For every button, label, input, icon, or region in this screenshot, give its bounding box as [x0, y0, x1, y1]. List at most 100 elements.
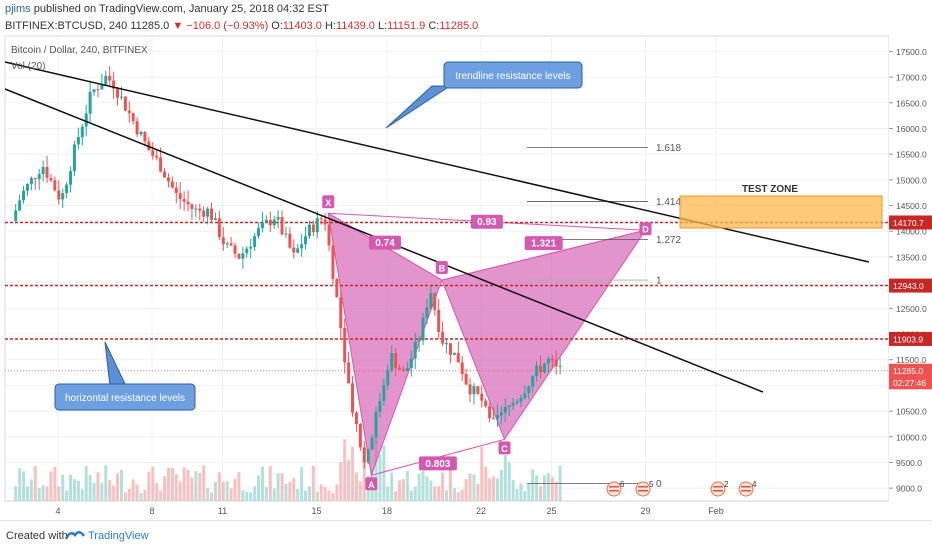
candle[interactable] [484, 398, 488, 409]
candle[interactable] [452, 352, 456, 356]
candlestick-chart[interactable]: 1.618 1.414 1.272 1 0 X A B C D 0.74 0.93 1.321 0.8… [0, 0, 932, 520]
candle[interactable] [182, 191, 186, 211]
candle[interactable] [170, 176, 174, 189]
candle[interactable] [398, 364, 402, 370]
candle[interactable] [245, 246, 249, 258]
candle[interactable] [511, 397, 515, 410]
candle[interactable] [523, 385, 527, 400]
candle[interactable] [139, 130, 143, 137]
horizontal-callout[interactable]: horizontal resistance levels [54, 341, 196, 411]
candle[interactable] [18, 194, 22, 212]
candle[interactable] [378, 392, 382, 418]
candle[interactable] [14, 204, 18, 223]
candle[interactable] [425, 298, 429, 325]
candle[interactable] [280, 210, 284, 236]
candle[interactable] [335, 277, 339, 299]
candle[interactable] [421, 312, 425, 345]
candle[interactable] [296, 243, 300, 254]
candle[interactable] [370, 433, 374, 451]
candle[interactable] [307, 220, 311, 240]
candle[interactable] [351, 376, 355, 417]
candle[interactable] [468, 378, 472, 403]
us-event-flag-icon[interactable]: 4 [738, 480, 757, 497]
candle[interactable] [268, 211, 272, 232]
trendline-callout[interactable]: trendline resistance levels [385, 61, 583, 129]
candle[interactable] [108, 66, 112, 88]
candle[interactable] [374, 406, 378, 444]
candle[interactable] [433, 292, 437, 316]
candle[interactable] [284, 226, 288, 239]
candle[interactable] [210, 202, 214, 224]
candle[interactable] [57, 180, 61, 205]
candle[interactable] [166, 173, 170, 188]
economic-events[interactable]: 6 5 2 4 [606, 480, 757, 497]
candle[interactable] [539, 355, 543, 379]
candle[interactable] [315, 211, 319, 239]
candle[interactable] [53, 176, 57, 192]
candle[interactable] [554, 350, 558, 375]
candle[interactable] [198, 203, 202, 221]
candle[interactable] [88, 82, 92, 123]
candle[interactable] [260, 211, 264, 233]
candle[interactable] [174, 181, 178, 204]
candle[interactable] [292, 239, 296, 259]
candle[interactable] [202, 206, 206, 222]
candle[interactable] [480, 385, 484, 408]
candle[interactable] [358, 422, 362, 451]
candle[interactable] [382, 378, 386, 406]
candle[interactable] [503, 398, 507, 423]
candle[interactable] [445, 338, 449, 354]
candle[interactable] [127, 101, 131, 123]
candle[interactable] [464, 368, 468, 386]
candle[interactable] [69, 166, 73, 193]
candle[interactable] [84, 104, 88, 137]
candle[interactable] [131, 112, 135, 125]
us-event-flag-icon[interactable]: 6 [606, 480, 625, 497]
author-link[interactable]: pjims [5, 3, 31, 15]
harmonic-pattern[interactable] [327, 212, 647, 478]
candle[interactable] [319, 216, 323, 225]
candle[interactable] [300, 233, 304, 257]
candle[interactable] [535, 361, 539, 382]
test-zone-box[interactable] [679, 195, 883, 229]
candle[interactable] [104, 70, 108, 86]
candle[interactable] [155, 148, 159, 161]
candle[interactable] [221, 226, 225, 251]
candle[interactable] [437, 298, 441, 340]
candle[interactable] [76, 127, 80, 150]
candle[interactable] [49, 174, 53, 183]
candle[interactable] [472, 382, 476, 405]
candle[interactable] [264, 215, 268, 224]
candle[interactable] [237, 253, 241, 260]
candle[interactable] [143, 130, 147, 147]
candle[interactable] [331, 240, 335, 285]
candle[interactable] [339, 289, 343, 339]
candle[interactable] [492, 407, 496, 420]
candle[interactable] [151, 142, 155, 160]
candle[interactable] [405, 361, 409, 372]
candle[interactable] [190, 203, 194, 220]
candle[interactable] [163, 168, 167, 178]
fib-extension[interactable]: 1.618 1.414 1.272 1 0 [527, 143, 681, 490]
candle[interactable] [288, 227, 292, 250]
candle[interactable] [531, 375, 535, 394]
candle[interactable] [276, 210, 280, 229]
candle[interactable] [123, 96, 127, 112]
candle[interactable] [213, 212, 217, 221]
candle[interactable] [456, 341, 460, 363]
candle[interactable] [394, 347, 398, 377]
candle[interactable] [135, 117, 139, 137]
candle[interactable] [272, 215, 276, 229]
candle[interactable] [542, 362, 546, 374]
candles[interactable] [14, 66, 562, 469]
candle[interactable] [527, 385, 531, 400]
candle[interactable] [45, 155, 49, 183]
candle[interactable] [386, 364, 390, 390]
candle[interactable] [72, 140, 76, 177]
trendline-upper[interactable] [4, 61, 870, 263]
candle[interactable] [116, 87, 120, 106]
tradingview-link[interactable]: TradingView [88, 530, 149, 542]
candle[interactable] [354, 411, 358, 432]
candle[interactable] [100, 73, 104, 90]
candle[interactable] [96, 84, 100, 98]
